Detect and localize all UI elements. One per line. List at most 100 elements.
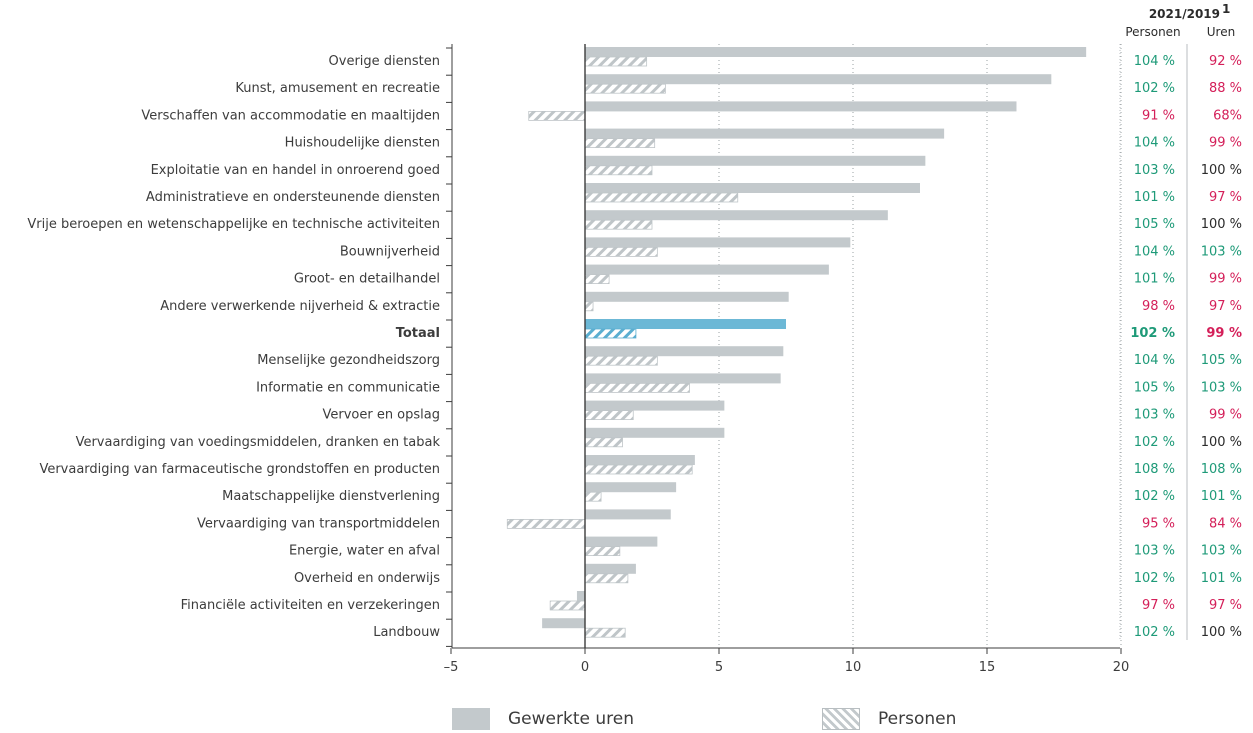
tick-label: 10	[845, 660, 862, 675]
bar-gewerkte-uren	[585, 210, 888, 221]
personen-value: 104 %	[1134, 54, 1175, 69]
personen-value: 98 %	[1142, 299, 1175, 314]
bar-personen	[584, 546, 621, 556]
bar-personen	[584, 165, 653, 176]
personen-value: 105 %	[1134, 380, 1175, 395]
bar-gewerkte-uren	[585, 509, 671, 520]
table-header: 2021/2019	[1149, 7, 1220, 21]
uren-value: 97 %	[1209, 598, 1242, 613]
category-label: Vrije beroepen en wetenschappelijke en t…	[27, 217, 440, 232]
tick-label: 0	[581, 660, 589, 675]
tick-label: 20	[1113, 660, 1130, 675]
uren-value: 101 %	[1201, 571, 1242, 586]
bar-personen	[506, 519, 586, 529]
bar-gewerkte-uren	[585, 264, 829, 275]
bar-gewerkte-uren	[585, 563, 636, 574]
bar-personen	[584, 573, 629, 584]
uren-value: 100 %	[1201, 625, 1242, 640]
bar-gewerkte-uren	[585, 319, 786, 329]
uren-value: 100 %	[1201, 163, 1242, 178]
category-label: Landbouw	[373, 625, 440, 640]
legend-hours-label: Gewerkte uren	[508, 709, 634, 729]
bar-personen	[528, 111, 586, 121]
uren-value: 99 %	[1209, 136, 1242, 151]
bar-personen	[584, 382, 690, 393]
bar-gewerkte-uren	[585, 400, 725, 411]
bar-personen	[584, 627, 626, 638]
bar-personen	[549, 600, 586, 611]
category-label: Vervaardiging van farmaceutische grondst…	[39, 462, 440, 477]
bar-gewerkte-uren	[585, 373, 781, 384]
tick-label: 5	[715, 660, 723, 675]
uren-value: 101 %	[1201, 489, 1242, 504]
legend-persons: Personen	[822, 705, 956, 733]
uren-value: 103 %	[1201, 380, 1242, 395]
column-header-uren: Uren	[1207, 25, 1235, 39]
personen-value: 103 %	[1134, 408, 1175, 423]
category-label: Vervaardiging van transportmiddelen	[197, 516, 440, 531]
uren-value: 103 %	[1201, 244, 1242, 259]
bar-personen	[584, 464, 693, 475]
category-label: Maatschappelijke dienstverlening	[222, 489, 440, 504]
personen-value: 104 %	[1134, 353, 1175, 368]
category-label: Overheid en onderwijs	[294, 571, 440, 586]
bar-personen	[584, 56, 648, 67]
bar-personen	[584, 301, 594, 312]
bar-gewerkte-uren	[585, 346, 784, 357]
uren-value: 108 %	[1201, 462, 1242, 477]
personen-value: 104 %	[1134, 136, 1175, 151]
uren-value: 88 %	[1209, 81, 1242, 96]
personen-value: 101 %	[1134, 190, 1175, 205]
legend-hours-swatch	[452, 708, 490, 730]
bar-gewerkte-uren	[585, 47, 1087, 57]
bar-gewerkte-uren	[585, 427, 725, 438]
table-header-footnote: 1	[1222, 2, 1230, 16]
bar-personen	[584, 410, 634, 421]
personen-value: 102 %	[1134, 625, 1175, 640]
personen-value: 105 %	[1134, 217, 1175, 232]
bar-gewerkte-uren	[585, 455, 695, 465]
legend-persons-label: Personen	[878, 709, 957, 729]
bar-gewerkte-uren	[585, 101, 1017, 112]
uren-value: 103 %	[1201, 544, 1242, 559]
uren-value: 100 %	[1201, 217, 1242, 232]
uren-value: 97 %	[1209, 299, 1242, 314]
bar-personen	[584, 328, 637, 339]
personen-value: 102 %	[1130, 326, 1175, 341]
uren-value: 68%	[1213, 108, 1242, 123]
category-label: Huishoudelijke diensten	[285, 136, 440, 151]
uren-value: 92 %	[1209, 54, 1242, 69]
category-label: Kunst, amusement en recreatie	[235, 81, 440, 96]
category-label: Verschaffen van accommodatie en maaltijd…	[141, 108, 440, 123]
personen-value: 103 %	[1134, 544, 1175, 559]
tick-label: 15	[979, 660, 996, 675]
personen-value: 102 %	[1134, 489, 1175, 504]
bar-gewerkte-uren	[585, 128, 945, 139]
bar-personen	[584, 138, 656, 149]
category-label: Totaal	[396, 326, 440, 341]
personen-value: 102 %	[1134, 435, 1175, 450]
bar-personen	[584, 274, 610, 285]
bar-gewerkte-uren	[585, 183, 920, 193]
personen-value: 102 %	[1134, 571, 1175, 586]
personen-value: 102 %	[1134, 81, 1175, 96]
bar-gewerkte-uren	[542, 618, 585, 629]
uren-value: 97 %	[1209, 190, 1242, 205]
personen-value: 97 %	[1142, 598, 1175, 613]
bar-gewerkte-uren	[585, 155, 926, 166]
uren-value: 99 %	[1206, 326, 1242, 341]
legend-persons-swatch	[822, 708, 860, 730]
personen-value: 104 %	[1134, 244, 1175, 259]
bar-gewerkte-uren	[585, 291, 789, 302]
category-label: Financiële activiteiten en verzekeringen	[181, 598, 440, 613]
category-label: Exploitatie van en handel in onroerend g…	[151, 163, 440, 178]
bar-personen	[584, 491, 602, 502]
category-label: Vervaardiging van voedingsmiddelen, dran…	[76, 435, 441, 450]
personen-value: 101 %	[1134, 272, 1175, 287]
category-label: Vervoer en opslag	[322, 408, 440, 423]
bar-gewerkte-uren	[585, 536, 658, 547]
bar-personen	[584, 437, 623, 448]
personen-value: 95 %	[1142, 516, 1175, 531]
category-label: Andere verwerkende nijverheid & extracti…	[160, 299, 440, 314]
